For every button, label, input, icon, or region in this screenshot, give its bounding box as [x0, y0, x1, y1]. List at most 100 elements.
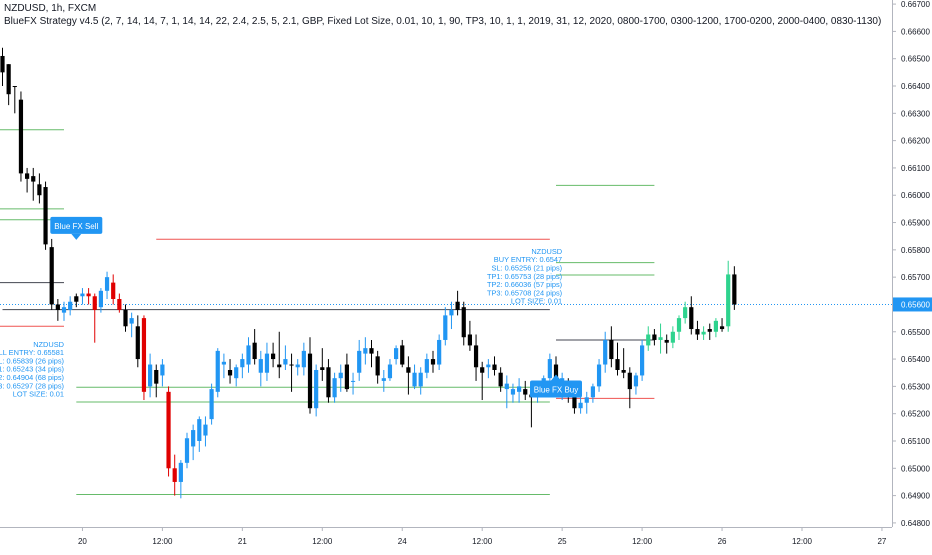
buy-signal-label-box — [530, 380, 582, 398]
buy-info-block-line: SL: 0.65256 (21 pips) — [491, 264, 562, 273]
candle-body — [664, 339, 669, 343]
candle-body — [227, 369, 233, 376]
candle-body — [209, 389, 214, 420]
candle-body — [86, 293, 91, 297]
candle-body — [191, 430, 196, 447]
candle-body — [326, 367, 331, 398]
candle-body — [178, 462, 183, 482]
candle-body — [55, 304, 60, 310]
candle-body — [117, 298, 122, 310]
candle-body — [676, 318, 682, 332]
y-tick-label: 0.66200 — [901, 137, 930, 146]
y-tick-label: 0.64800 — [901, 519, 930, 528]
y-tick-label: 0.65000 — [901, 464, 930, 473]
candle-body — [154, 369, 159, 384]
x-tick-label: 12:00 — [632, 537, 653, 546]
candle-body — [418, 372, 423, 387]
candle-body — [683, 307, 688, 319]
candle-body — [332, 378, 337, 398]
candle-body — [590, 386, 595, 398]
sell-signal-label-pointer — [71, 233, 82, 240]
x-tick-label: 27 — [877, 537, 886, 546]
candle-body — [49, 247, 54, 305]
candle-body — [603, 339, 608, 365]
candle-body — [510, 389, 516, 395]
candle-body — [517, 386, 522, 392]
buy-info-block-line: TP1: 0.65753 (28 pips) — [487, 272, 562, 281]
candle-body — [92, 296, 97, 310]
candle-body — [129, 318, 134, 324]
candle-body — [277, 364, 282, 368]
candle-body — [670, 331, 675, 343]
x-tick-label: 12:00 — [152, 537, 173, 546]
candle-body — [381, 378, 386, 381]
candle-body — [455, 301, 460, 310]
y-tick-label: 0.65300 — [901, 382, 930, 391]
candle-body — [283, 359, 288, 365]
candle-body — [258, 359, 263, 373]
x-tick-label: 26 — [718, 537, 727, 546]
y-tick-label: 0.65800 — [901, 246, 930, 255]
candle-body — [523, 389, 528, 395]
candle-body — [148, 364, 153, 387]
candle-body — [504, 383, 509, 390]
candle-body — [707, 329, 712, 332]
candle-body — [596, 364, 602, 387]
sell-info-block-line: TP1: 0.65243 (34 pips) — [0, 365, 64, 374]
y-tick-label: 0.66400 — [901, 82, 930, 91]
candle-body — [264, 353, 270, 373]
candle-body — [295, 364, 300, 368]
candle-body — [394, 348, 399, 360]
candle-body — [172, 468, 177, 482]
candle-body — [166, 391, 171, 469]
candle-body — [553, 364, 559, 379]
y-tick-label: 0.65400 — [901, 355, 930, 364]
x-tick-label: 24 — [398, 537, 407, 546]
candle-body — [449, 309, 454, 316]
candle-body — [80, 293, 85, 297]
candle-body — [615, 359, 620, 370]
sell-info-block-line: NZDUSD — [33, 340, 64, 349]
candle-body — [37, 184, 42, 196]
candle-body — [640, 345, 645, 376]
candle-body — [437, 339, 442, 365]
candle-body — [123, 309, 128, 327]
candle-body — [627, 372, 632, 390]
candle-body — [61, 307, 67, 313]
candle-body — [375, 356, 380, 376]
candle-body — [701, 331, 706, 335]
candle-body — [406, 367, 411, 373]
candle-body — [6, 64, 11, 95]
candle-body — [301, 350, 306, 368]
candle-body — [197, 419, 202, 441]
candle-body — [646, 334, 651, 346]
sell-signal-label: Blue FX Sell — [54, 222, 98, 231]
candle-body — [719, 326, 725, 330]
candle-body — [424, 359, 429, 373]
candle-body — [320, 367, 325, 370]
candle-body — [412, 372, 417, 387]
candle-body — [578, 402, 583, 409]
candle-body — [141, 318, 147, 392]
y-tick-label: 0.65500 — [901, 328, 930, 337]
candle-body — [68, 301, 73, 310]
y-tick-label: 0.65900 — [901, 219, 930, 228]
candle-body — [584, 397, 589, 403]
buy-signal-label: Blue FX Buy — [534, 385, 578, 394]
candle-body — [215, 350, 220, 392]
candle-body — [184, 438, 190, 463]
candle-body — [234, 367, 239, 379]
x-tick-label: 25 — [558, 537, 567, 546]
candle-body — [25, 173, 30, 179]
study-legend: BlueFX Strategy v4.5 (2, 7, 14, 14, 7, 1… — [4, 16, 882, 27]
candle-body — [498, 372, 503, 387]
candle-body — [98, 290, 103, 308]
candle-body — [369, 348, 374, 354]
candle-body — [0, 55, 5, 73]
buy-info-block-line: BUY ENTRY: 0.6547 — [494, 255, 562, 264]
candle-body — [621, 369, 626, 373]
candle-body — [104, 277, 110, 291]
candle-body — [732, 274, 737, 305]
